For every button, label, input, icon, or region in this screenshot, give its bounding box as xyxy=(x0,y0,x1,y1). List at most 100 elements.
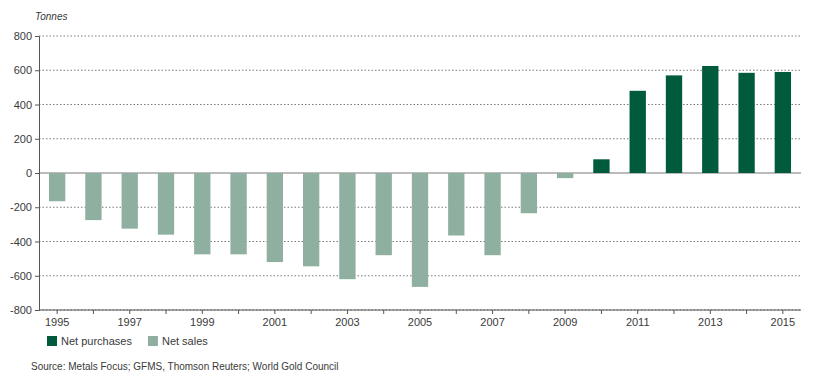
tick-label: 2005 xyxy=(408,316,432,328)
tick: 800 xyxy=(14,30,39,42)
tick xyxy=(383,310,384,314)
tick-label: 2003 xyxy=(335,316,359,328)
tick-mark xyxy=(383,310,384,314)
tick-mark xyxy=(601,310,602,314)
tick-mark xyxy=(202,310,203,314)
tick-mark xyxy=(565,310,566,314)
tick: 2007 xyxy=(480,310,504,328)
bar xyxy=(376,173,392,255)
tick-mark xyxy=(35,105,39,106)
axis-title: Tonnes xyxy=(35,11,67,22)
tick xyxy=(166,310,167,314)
tick: 2013 xyxy=(698,310,722,328)
x-axis: 1995 1997 1999 2001 2003 2005 2007 2009 2011 2013… xyxy=(39,310,801,328)
tick xyxy=(93,310,94,314)
tick-mark xyxy=(35,207,39,208)
plot-area xyxy=(49,66,791,287)
grid xyxy=(39,36,801,310)
tick: 2005 xyxy=(408,310,432,328)
bar xyxy=(194,173,210,254)
tick-label: 400 xyxy=(14,99,32,111)
tick: 600 xyxy=(14,64,39,76)
bar xyxy=(484,173,500,255)
tick-label: 2013 xyxy=(698,316,722,328)
tick: -800 xyxy=(10,304,39,316)
tick xyxy=(601,310,602,314)
tick: 0 xyxy=(26,167,39,179)
tick-label: -600 xyxy=(10,270,32,282)
tick-mark xyxy=(674,310,675,314)
y-axis: -800-600-400-2000200400600800 xyxy=(10,30,40,316)
bar xyxy=(593,159,609,173)
tick: 1999 xyxy=(190,310,214,328)
grid-line xyxy=(39,138,801,139)
tick-label: 600 xyxy=(14,64,32,76)
bar xyxy=(339,173,355,279)
tick xyxy=(238,310,239,314)
bar xyxy=(122,173,138,229)
tick: -600 xyxy=(10,270,39,282)
tick xyxy=(456,310,457,314)
tick-mark xyxy=(274,310,275,314)
bar xyxy=(630,91,646,173)
bar xyxy=(412,173,428,287)
bar xyxy=(49,173,65,201)
bar xyxy=(85,173,101,220)
tick-mark xyxy=(57,310,58,314)
bar xyxy=(666,75,682,173)
tick: 400 xyxy=(14,99,39,111)
tick: 2011 xyxy=(626,310,650,328)
legend-swatch xyxy=(148,336,158,346)
tick-mark xyxy=(238,310,239,314)
tick: -200 xyxy=(10,201,39,213)
tick-label: 1995 xyxy=(45,316,69,328)
tick-mark xyxy=(420,310,421,314)
grid-line xyxy=(39,104,801,105)
tick-mark xyxy=(456,310,457,314)
tick-label: 0 xyxy=(26,167,32,179)
grid-line xyxy=(39,36,801,37)
tick: 2015 xyxy=(771,310,795,328)
tick-label: 1999 xyxy=(190,316,214,328)
tick: 1997 xyxy=(117,310,141,328)
bar xyxy=(267,173,283,262)
grid-line xyxy=(39,70,801,71)
tick-mark xyxy=(782,310,783,314)
bar xyxy=(521,173,537,213)
tick-mark xyxy=(637,310,638,314)
bar xyxy=(158,173,174,235)
tick xyxy=(528,310,529,314)
tick-mark xyxy=(35,173,39,174)
tick-mark xyxy=(35,139,39,140)
tick-label: 1997 xyxy=(117,316,141,328)
tick-mark xyxy=(35,70,39,71)
source-note: Source: Metals Focus; GFMS, Thomson Reut… xyxy=(31,361,339,372)
tick-mark xyxy=(528,310,529,314)
tick-label: 800 xyxy=(14,30,32,42)
tick-mark xyxy=(311,310,312,314)
tick-label: 2001 xyxy=(263,316,287,328)
legend: Net purchasesNet sales xyxy=(47,335,208,347)
legend-label: Net sales xyxy=(162,335,208,347)
axis-line xyxy=(35,37,40,311)
tick: -400 xyxy=(10,236,39,248)
tick-label: 2009 xyxy=(553,316,577,328)
tick-mark xyxy=(35,36,39,37)
tick-mark xyxy=(746,310,747,314)
tick-label: -200 xyxy=(10,201,32,213)
tick-mark xyxy=(35,276,39,277)
legend-swatch xyxy=(47,336,57,346)
bar xyxy=(303,173,319,266)
tick-label: 2011 xyxy=(626,316,650,328)
tick-label: 2007 xyxy=(480,316,504,328)
bar xyxy=(738,73,754,173)
tick xyxy=(674,310,675,314)
bar xyxy=(557,173,573,178)
tick: 2003 xyxy=(335,310,359,328)
bar xyxy=(230,173,246,254)
chart: -800-600-400-200020040060080019951997199… xyxy=(0,0,826,381)
tick xyxy=(311,310,312,314)
tick: 2009 xyxy=(553,310,577,328)
tick-mark xyxy=(492,310,493,314)
bar xyxy=(702,66,718,173)
